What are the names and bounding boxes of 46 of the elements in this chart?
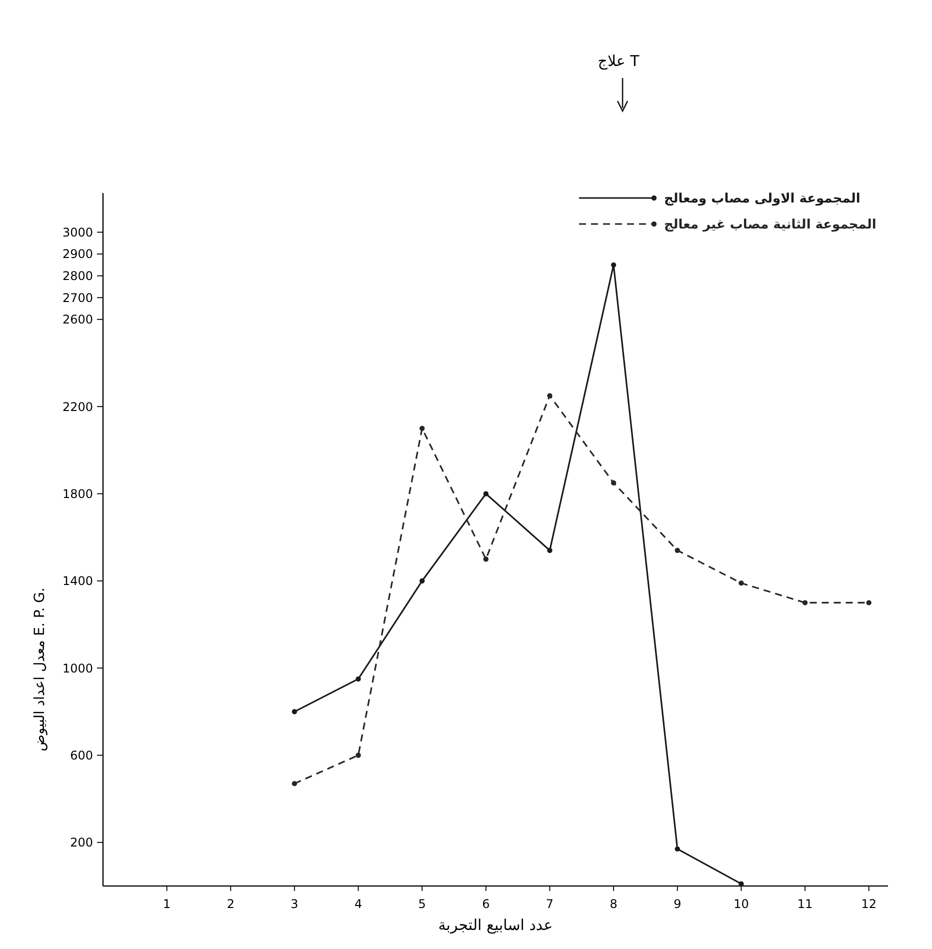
legend-label: المجموعة الاولى مصاب ومعالج: [664, 192, 860, 207]
point: [547, 548, 552, 553]
y-tick-label: 1800: [62, 486, 93, 501]
point: [420, 426, 425, 431]
y-tick-label: 1400: [62, 574, 93, 588]
point: [547, 393, 552, 398]
point: [420, 578, 425, 584]
point: [738, 580, 744, 586]
legend-label: المجموعة الثانية مصاب غير معالج: [664, 218, 876, 233]
x-tick-label: 8: [610, 897, 618, 911]
y-tick-label: 2900: [62, 247, 93, 262]
point: [802, 600, 808, 606]
y-tick-label: 2800: [62, 269, 93, 284]
x-tick-label: 11: [797, 897, 813, 911]
y-axis-title: معدل اعداد البيوض E. P. G.: [32, 588, 48, 752]
point: [610, 480, 616, 486]
y-tick-label: 600: [70, 748, 93, 762]
point: [356, 752, 361, 758]
y-tick-label: 3000: [62, 225, 93, 240]
point: [483, 491, 489, 496]
y-tick-label: 2200: [62, 400, 93, 414]
x-axis-title: عدد اسابيع التجربة: [438, 916, 553, 934]
point: [483, 556, 489, 562]
x-tick-label: 7: [546, 897, 554, 911]
x-tick-label: 2: [226, 897, 234, 911]
point: [866, 600, 872, 606]
x-tick-label: 9: [674, 897, 682, 911]
x-tick-label: 10: [734, 897, 749, 911]
point: [292, 709, 298, 714]
x-tick-label: 3: [290, 897, 298, 911]
x-tick-label: 12: [861, 897, 876, 911]
text: علاج T: [598, 52, 640, 70]
y-tick-label: 2700: [62, 290, 93, 305]
y-tick-label: 1000: [62, 661, 93, 676]
point: [356, 676, 361, 682]
point: [292, 780, 298, 786]
x-tick-label: 5: [418, 897, 426, 911]
y-tick-label: 200: [70, 836, 93, 850]
x-tick-label: 1: [163, 897, 171, 911]
point: [674, 548, 680, 553]
x-tick-label: 4: [354, 897, 362, 911]
y-tick-label: 2600: [62, 312, 93, 327]
x-tick-label: 6: [482, 897, 490, 911]
point: [610, 262, 616, 268]
point: [674, 846, 680, 852]
point: [738, 881, 744, 886]
